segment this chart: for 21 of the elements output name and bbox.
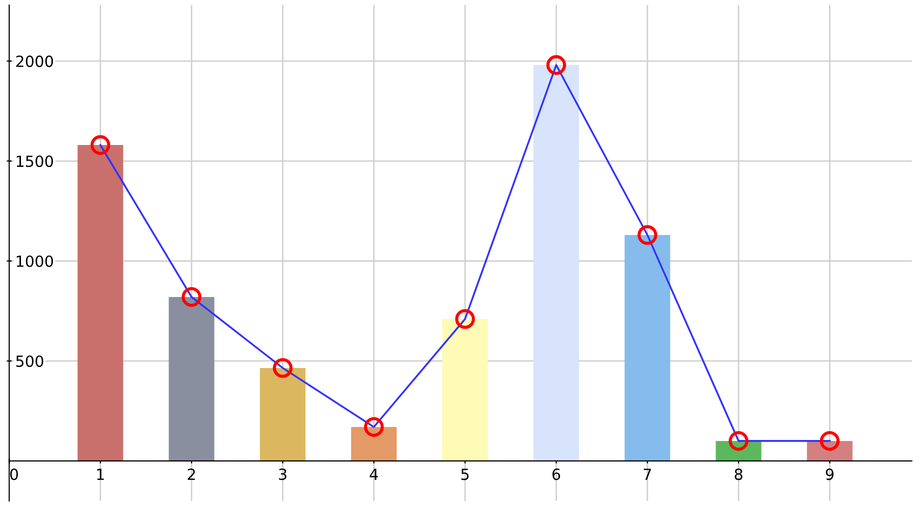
bar: [351, 426, 397, 461]
bar: [624, 235, 670, 461]
x-tick-label: 5: [461, 468, 469, 480]
x-tick-label: 1: [97, 468, 104, 480]
bar: [78, 145, 124, 461]
x-tick-label: 3: [279, 468, 286, 480]
bar: [533, 65, 580, 461]
x-tick-label: 7: [644, 468, 651, 480]
x-tick-label: 9: [826, 468, 834, 480]
x-tick-label: 0: [10, 468, 18, 480]
x-tick-label: 4: [370, 468, 378, 480]
bar: [442, 318, 488, 461]
y-tick-label: 1500: [16, 155, 53, 168]
bar: [260, 368, 306, 461]
y-tick-label: 500: [16, 355, 44, 367]
x-tick-label: 6: [552, 468, 560, 480]
x-tick-label: 8: [734, 468, 742, 480]
y-tick-label: 2000: [16, 56, 53, 68]
x-tick-label: 2: [188, 468, 195, 480]
bar: [168, 296, 214, 461]
y-tick-label: 1000: [16, 255, 53, 268]
